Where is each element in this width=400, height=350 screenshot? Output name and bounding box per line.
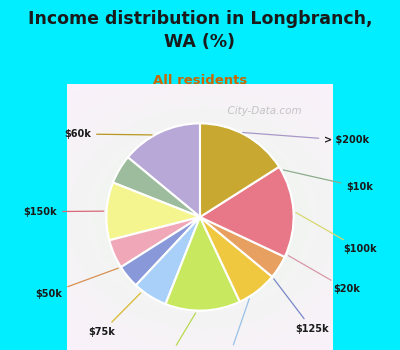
Text: All residents: All residents <box>153 74 247 86</box>
Text: $75k: $75k <box>89 293 141 337</box>
Text: > $200k: > $200k <box>243 133 369 145</box>
Text: $60k: $60k <box>64 129 152 139</box>
Text: $10k: $10k <box>283 170 373 192</box>
Wedge shape <box>128 123 200 217</box>
Text: $100k: $100k <box>296 212 376 254</box>
Text: Income distribution in Longbranch,
WA (%): Income distribution in Longbranch, WA (%… <box>28 10 372 51</box>
Wedge shape <box>200 217 272 302</box>
Wedge shape <box>200 217 285 277</box>
Text: $200k: $200k <box>213 299 249 350</box>
Text: $150k: $150k <box>24 207 104 217</box>
Wedge shape <box>200 167 294 257</box>
Text: $40k: $40k <box>157 313 196 350</box>
Wedge shape <box>106 183 200 240</box>
Text: $20k: $20k <box>288 256 360 294</box>
Wedge shape <box>113 157 200 217</box>
Text: $125k: $125k <box>274 279 328 334</box>
Text: City-Data.com: City-Data.com <box>221 106 302 116</box>
Wedge shape <box>109 217 200 267</box>
Wedge shape <box>166 217 240 311</box>
Text: $50k: $50k <box>36 268 118 299</box>
Wedge shape <box>121 217 200 285</box>
Wedge shape <box>136 217 200 304</box>
Wedge shape <box>200 123 279 217</box>
